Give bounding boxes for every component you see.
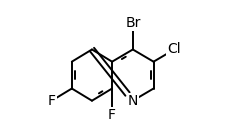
Text: Br: Br bbox=[125, 16, 140, 30]
Text: F: F bbox=[108, 108, 116, 122]
Text: Cl: Cl bbox=[167, 43, 180, 56]
Text: N: N bbox=[127, 94, 137, 108]
Text: F: F bbox=[47, 94, 55, 108]
